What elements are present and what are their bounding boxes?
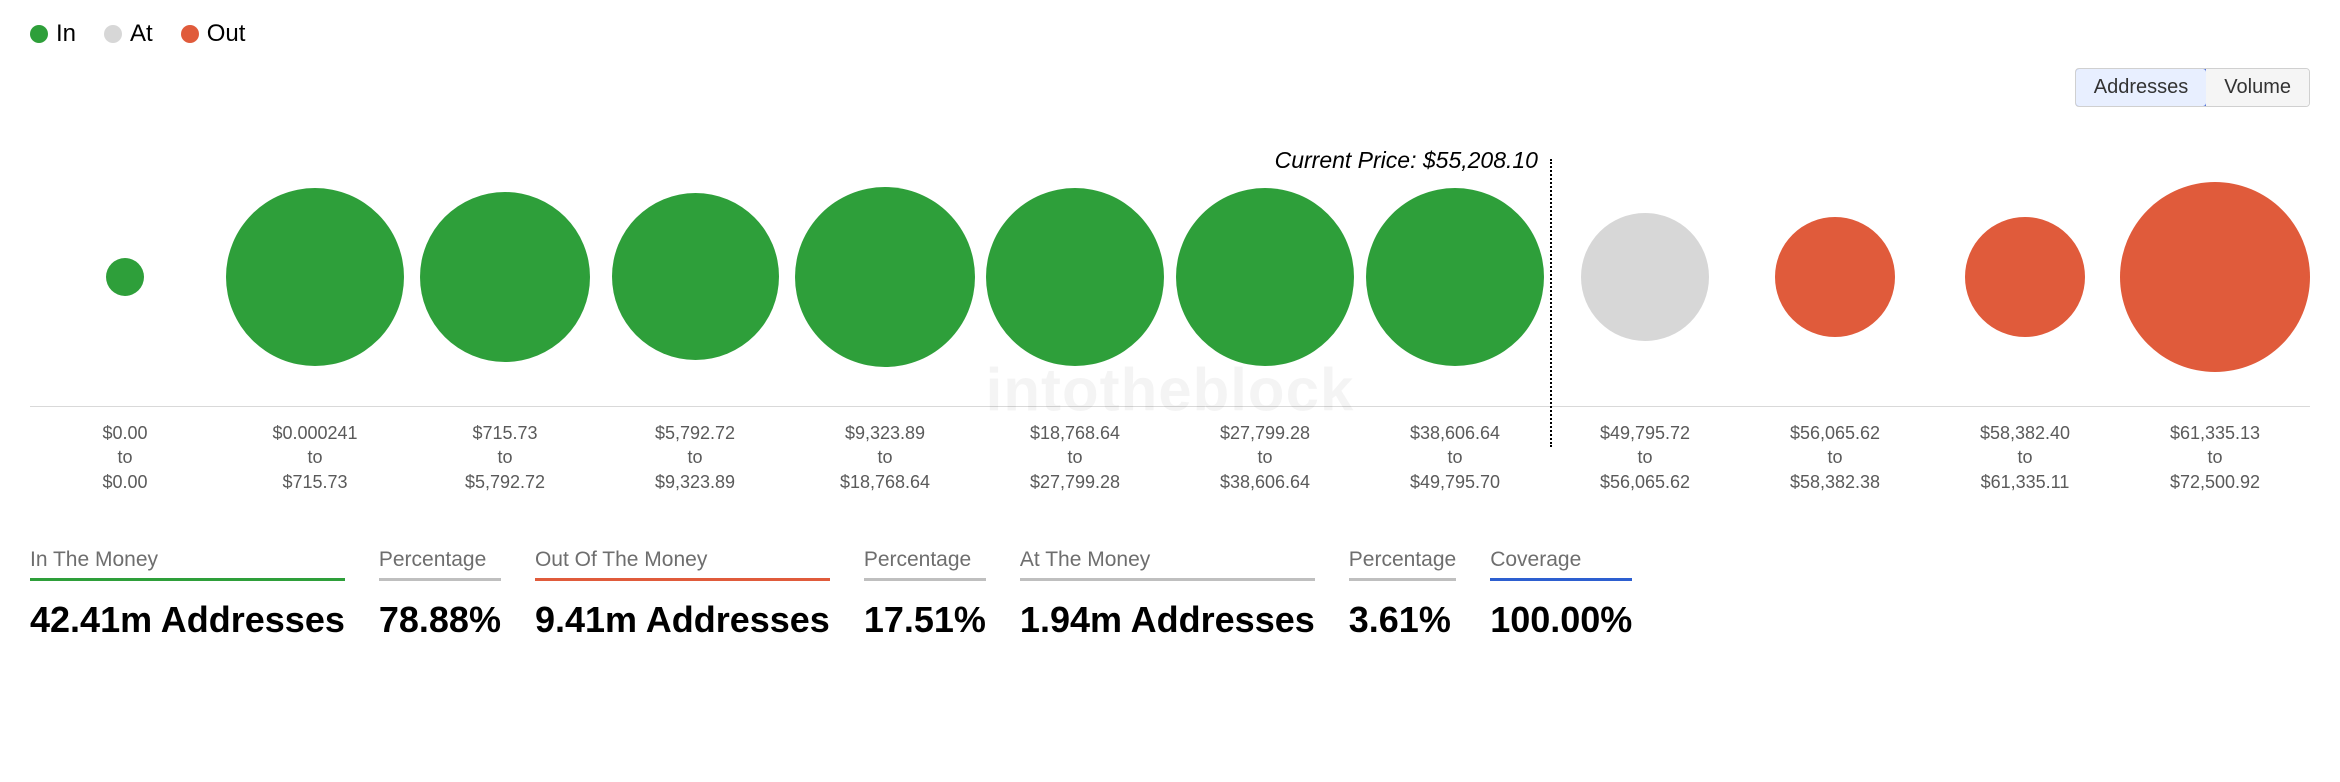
x-axis-label: $715.73to$5,792.72 — [410, 421, 600, 494]
bubble-chart: intotheblock Current Price: $55,208.10 $… — [30, 147, 2310, 494]
bubble-cell — [1740, 147, 1930, 406]
bubble[interactable] — [986, 188, 1164, 366]
x-axis-label: $9,323.89to$18,768.64 — [790, 421, 980, 494]
bubble-cell — [790, 147, 980, 406]
bubble-cell — [410, 147, 600, 406]
bubble[interactable] — [1581, 213, 1709, 341]
bubble[interactable] — [2120, 182, 2310, 372]
stat-block: Percentage 17.51% — [864, 548, 986, 641]
x-axis-labels: $0.00to$0.00$0.000241to$715.73$715.73to$… — [30, 421, 2310, 494]
bubble-cell — [1930, 147, 2120, 406]
x-axis-label: $61,335.13to$72,500.92 — [2120, 421, 2310, 494]
legend-label-at: At — [130, 20, 153, 48]
x-axis-label: $27,799.28to$38,606.64 — [1170, 421, 1360, 494]
stat-value: 42.41m Addresses — [30, 599, 345, 641]
x-axis-label: $38,606.64to$49,795.70 — [1360, 421, 1550, 494]
bubble[interactable] — [1965, 217, 2085, 337]
legend-label-out: Out — [207, 20, 246, 48]
stat-block: Coverage 100.00% — [1490, 548, 1632, 641]
stat-title: In The Money — [30, 548, 345, 581]
x-axis-label: $49,795.72to$56,065.62 — [1550, 421, 1740, 494]
stat-block: Percentage 3.61% — [1349, 548, 1456, 641]
toggle-addresses-button[interactable]: Addresses — [2075, 68, 2208, 107]
bubble[interactable] — [1176, 188, 1354, 366]
bubble[interactable] — [226, 188, 404, 366]
bubble-cell — [980, 147, 1170, 406]
bubble-cell — [1550, 147, 1740, 406]
x-axis-label: $56,065.62to$58,382.38 — [1740, 421, 1930, 494]
current-price-divider — [1550, 159, 1552, 447]
legend: In At Out — [30, 20, 2310, 48]
legend-dot-in — [30, 25, 48, 43]
stat-title: Percentage — [864, 548, 986, 581]
stat-block: At The Money 1.94m Addresses — [1020, 548, 1315, 641]
bubble[interactable] — [106, 258, 144, 296]
stat-block: In The Money 42.41m Addresses — [30, 548, 345, 641]
stat-block: Percentage 78.88% — [379, 548, 501, 641]
stat-title: Percentage — [379, 548, 501, 581]
stat-block: Out Of The Money 9.41m Addresses — [535, 548, 830, 641]
bubble-cell — [1170, 147, 1360, 406]
stat-value: 100.00% — [1490, 599, 1632, 641]
legend-label-in: In — [56, 20, 76, 48]
legend-item-out: Out — [181, 20, 246, 48]
bubble[interactable] — [612, 193, 779, 360]
stat-title: Coverage — [1490, 548, 1632, 581]
current-price-label: Current Price: $55,208.10 — [1275, 147, 1538, 174]
stat-title: Percentage — [1349, 548, 1456, 581]
bubble-cell — [30, 147, 220, 406]
x-axis-label: $18,768.64to$27,799.28 — [980, 421, 1170, 494]
bubble[interactable] — [420, 192, 590, 362]
bubble[interactable] — [1775, 217, 1895, 337]
legend-dot-out — [181, 25, 199, 43]
bubble-cell — [220, 147, 410, 406]
summary-stats: In The Money 42.41m Addresses Percentage 78… — [30, 548, 2310, 641]
stat-value: 1.94m Addresses — [1020, 599, 1315, 641]
x-axis-label: $58,382.40to$61,335.11 — [1930, 421, 2120, 494]
stat-value: 17.51% — [864, 599, 986, 641]
bubble-cell — [1360, 147, 1550, 406]
stat-title: At The Money — [1020, 548, 1315, 581]
bubble-cell — [600, 147, 790, 406]
bubble-cell — [2120, 147, 2310, 406]
x-axis-label: $5,792.72to$9,323.89 — [600, 421, 790, 494]
bubble-row — [30, 147, 2310, 407]
toggle-volume-button[interactable]: Volume — [2206, 69, 2309, 106]
stat-value: 3.61% — [1349, 599, 1456, 641]
stat-value: 9.41m Addresses — [535, 599, 830, 641]
x-axis-label: $0.00to$0.00 — [30, 421, 220, 494]
legend-item-at: At — [104, 20, 153, 48]
toggle-group: Addresses Volume — [30, 68, 2310, 107]
metric-toggle: Addresses Volume — [2075, 68, 2310, 107]
stat-title: Out Of The Money — [535, 548, 830, 581]
bubble[interactable] — [795, 187, 975, 367]
legend-item-in: In — [30, 20, 76, 48]
legend-dot-at — [104, 25, 122, 43]
stat-value: 78.88% — [379, 599, 501, 641]
x-axis-label: $0.000241to$715.73 — [220, 421, 410, 494]
bubble[interactable] — [1366, 188, 1544, 366]
